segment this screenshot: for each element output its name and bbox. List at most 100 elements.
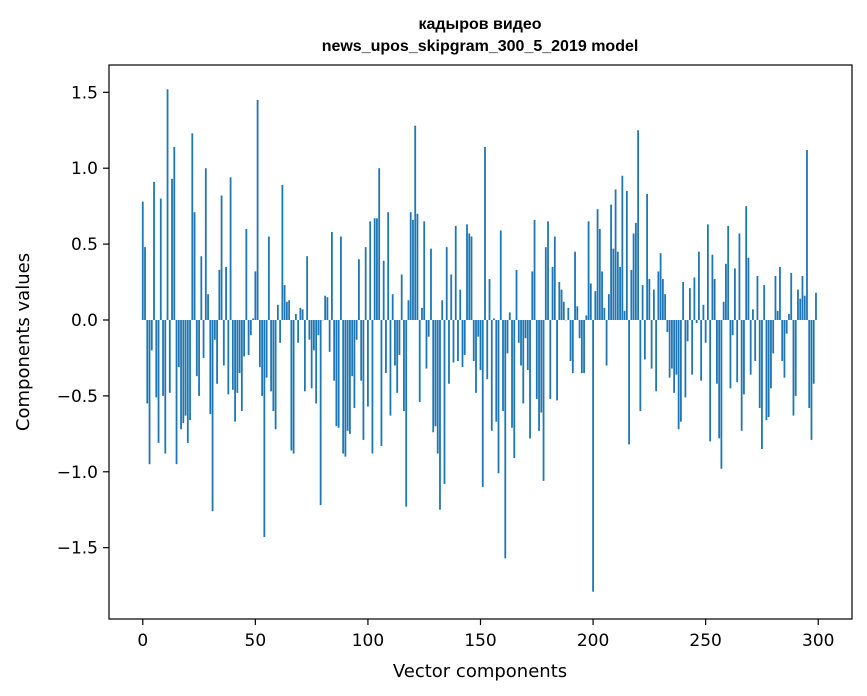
bar-216: [628, 319, 630, 445]
bar-87: [337, 319, 340, 428]
bar-117: [405, 319, 408, 507]
bar-211: [616, 251, 619, 320]
bar-107: [382, 260, 385, 320]
bar-181: [549, 319, 552, 399]
bar-272: [754, 319, 757, 361]
bar-217: [630, 269, 633, 320]
bar-168: [520, 319, 522, 366]
bar-234: [668, 319, 671, 378]
bar-12: [168, 319, 171, 393]
bar-204: [601, 271, 603, 320]
bar-47: [247, 319, 250, 355]
bar-270: [749, 319, 752, 375]
bar-185: [558, 282, 561, 320]
bar-127: [427, 319, 430, 337]
bar-172: [529, 319, 531, 439]
bar-249: [702, 304, 705, 320]
bar-33: [216, 319, 218, 384]
bar-28: [204, 168, 207, 320]
bar-297: [810, 319, 813, 440]
bar-138: [452, 319, 455, 363]
bar-174: [533, 219, 536, 320]
bar-186: [560, 289, 563, 320]
bar-192: [574, 251, 576, 320]
bar-195: [580, 319, 583, 374]
bar-220: [637, 130, 640, 320]
bar-149: [477, 319, 480, 337]
bar-131: [436, 319, 439, 454]
bar-77: [315, 319, 318, 404]
bar-282: [776, 310, 779, 320]
bar-182: [551, 266, 554, 320]
x-tick-label: 150: [464, 631, 496, 651]
bar-166: [515, 269, 518, 320]
bar-89: [342, 319, 345, 454]
bar-247: [698, 251, 700, 320]
bar-10: [164, 319, 167, 454]
bar-123: [418, 319, 421, 402]
y-axis-label: Components values: [13, 253, 34, 431]
bar-115: [400, 274, 403, 320]
bar-116: [403, 319, 405, 412]
bar-197: [585, 315, 588, 320]
bar-45: [243, 319, 245, 357]
bar-176: [538, 319, 540, 431]
bar-266: [740, 319, 743, 431]
bar-221: [639, 319, 642, 412]
bar-262: [731, 319, 734, 336]
bar-108: [385, 319, 387, 374]
bar-243: [688, 288, 691, 320]
bar-263: [734, 268, 736, 320]
bar-103: [373, 218, 376, 320]
bar-121: [414, 125, 417, 320]
y-tick-label: −0.5: [57, 387, 98, 407]
bar-6: [155, 319, 158, 398]
plot-frame: [108, 64, 853, 620]
bar-143: [463, 319, 466, 355]
bar-190: [569, 319, 572, 361]
bar-167: [517, 319, 520, 343]
bar-67: [292, 319, 295, 454]
bar-264: [736, 319, 739, 383]
bar-69: [297, 319, 300, 343]
bar-289: [792, 319, 795, 416]
bar-113: [396, 319, 399, 393]
bar-101: [369, 221, 372, 320]
bar-161: [504, 319, 507, 559]
x-tick-label: 100: [352, 631, 384, 651]
bar-177: [540, 319, 543, 413]
bar-84: [331, 231, 333, 320]
bar-5: [153, 181, 155, 320]
bar-85: [333, 319, 336, 381]
bar-170: [524, 319, 527, 339]
bar-137: [450, 274, 453, 320]
bar-285: [783, 319, 786, 378]
bar-287: [788, 313, 790, 320]
bar-163: [508, 312, 511, 320]
bar-62: [281, 184, 284, 320]
bar-193: [576, 306, 579, 320]
bar-256: [718, 319, 721, 439]
bar-1: [144, 247, 146, 320]
bar-119: [409, 212, 412, 320]
bar-93: [351, 319, 354, 377]
bar-267: [743, 319, 745, 395]
bar-183: [553, 236, 556, 320]
bar-34: [218, 269, 221, 320]
bar-235: [670, 319, 673, 369]
bar-22: [191, 133, 194, 320]
bar-242: [686, 319, 689, 342]
bar-55: [265, 319, 268, 378]
bar-36: [222, 319, 225, 366]
bar-281: [774, 275, 777, 320]
bar-155: [490, 319, 493, 431]
bar-291: [797, 289, 799, 320]
bar-152: [484, 146, 486, 320]
bar-14: [173, 146, 176, 320]
bar-61: [279, 319, 282, 343]
bar-173: [531, 271, 534, 320]
bar-132: [439, 319, 441, 510]
bar-130: [434, 319, 437, 427]
bar-274: [758, 319, 761, 409]
bar-76: [312, 319, 315, 351]
